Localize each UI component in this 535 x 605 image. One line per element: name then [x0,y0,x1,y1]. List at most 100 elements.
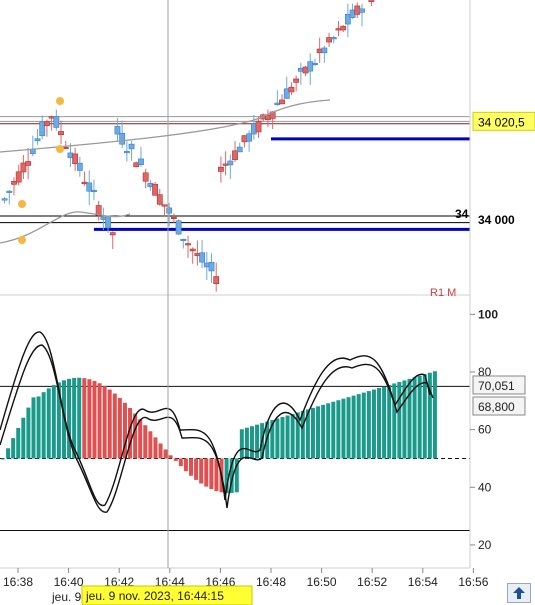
candle-body [359,8,365,13]
oscillator-histogram-bar [173,458,178,461]
oscillator-histogram-bar [168,455,173,459]
oscillator-histogram-bar [412,377,417,459]
candle-body [199,252,205,263]
oscillator-histogram-bar [224,458,229,493]
x-tick-label: 16:38 [3,575,33,589]
pivot-label-partial: R1 M [430,287,456,299]
candle-body [246,133,253,142]
oscillator-histogram-bar [72,377,77,459]
oscillator-histogram-bar [26,407,31,459]
oscillator-histogram-bar [102,386,107,459]
candle-body [53,116,60,128]
cursor-left-label: jeu. 9 [51,590,82,604]
candle-body [175,220,182,235]
candle-body [288,86,295,93]
oscillator-histogram-bar [356,394,361,459]
y-tick-label: 40 [478,480,492,494]
oscillator-histogram-bar [163,449,168,459]
oscillator-histogram-bar [432,371,437,459]
candle-body [255,120,262,133]
candle-body [340,25,347,31]
oscillator-histogram-bar [422,374,427,459]
candle-body [86,182,93,192]
oscillator-value-box [472,396,526,416]
pivot-curve-lower [0,211,131,244]
candle-body [312,62,318,66]
oscillator-histogram-bar [148,431,153,459]
cursor-time-box [81,585,253,605]
candle-body [180,238,187,242]
price-panel[interactable] [0,0,470,292]
candle-body [218,166,224,172]
candle-body [344,14,351,25]
candle-body [39,121,46,137]
oscillator-histogram-bar [427,372,432,459]
candle-body [6,190,13,193]
oscillator-histogram-bar [97,383,102,459]
oscillator-line-d [0,344,434,513]
oscillator-histogram-bar [402,380,407,459]
x-tick-label: 16:40 [54,575,84,589]
oscillator-histogram-bar [295,412,300,459]
oscillator-histogram-bar [31,397,36,459]
oscillator-histogram-bar [214,458,219,492]
candle-body [91,189,97,193]
price-label-highlight: 34 020,5 [478,115,525,129]
oscillator-histogram-bar [270,420,275,459]
candle-body [123,151,130,154]
candle-body [20,162,27,173]
oscillator-histogram-bar [1,458,5,460]
candle-body [170,216,177,220]
scroll-up-icon [513,587,525,599]
y-axis-ticks: 20 40 60 80 100 70,051 68,800 [470,307,526,552]
oscillator-histogram-bar [310,407,315,459]
candle-body [279,99,285,105]
candle-body [109,232,116,236]
oscillator-histogram-bar [46,388,51,459]
candle-body [142,172,149,182]
oscillator-histogram-bar [326,403,331,459]
oscillator-value-label: 70,051 [478,379,515,393]
oscillator-histogram-bar [371,389,376,459]
scroll-up-button[interactable] [507,583,531,603]
x-tick-label: 16:52 [357,575,387,589]
x-tick-label: 16:50 [307,575,337,589]
oscillator-histogram-bar [87,379,92,459]
price-label-plain: 34 000 [478,213,515,227]
candle-body [58,131,64,136]
candle-body [1,198,8,201]
candle-body [307,61,314,72]
oscillator-histogram-bar [51,385,56,459]
pivot-curve [0,99,331,153]
oscillator-value-label: 68,800 [478,400,515,414]
y-tick-label: 60 [478,423,492,437]
oscillator-histogram-bar [56,382,61,459]
candle-body [138,158,144,165]
oscillator-value-box [472,375,526,395]
candle-body [236,146,243,153]
candle-body [114,126,121,135]
marker-point [18,236,26,244]
candle-body [34,138,41,142]
oscillator-histogram-bar [209,458,214,490]
candle-body [25,161,32,166]
oscillator-histogram-bar [77,377,82,459]
oscillator-histogram-bar [255,424,260,459]
candle-body [227,160,234,166]
candle-body [208,261,215,272]
candle-body [119,132,126,145]
candle-body [321,47,328,54]
oscillator-histogram-bar [67,378,72,459]
candle-body [213,276,220,285]
candle-body [368,0,375,2]
candle-body [156,194,163,205]
oscillator-histogram-bar [316,406,321,459]
oscillator-histogram-bar [234,458,239,493]
cursor-time-label: jeu. 9 nov. 2023, 16:44:15 [85,589,224,603]
oscillator-histogram-bar [183,458,188,472]
y-tick-label: 20 [478,538,492,552]
candle-body [76,162,83,171]
marker-point [56,145,64,153]
oscillator-panel[interactable] [0,331,470,532]
